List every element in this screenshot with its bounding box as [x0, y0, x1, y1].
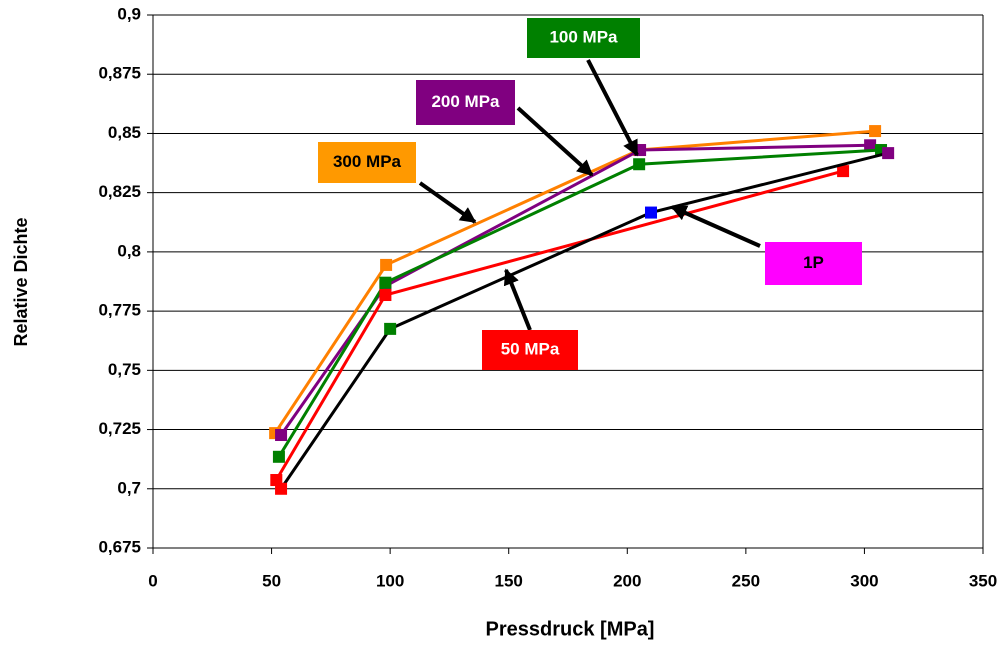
x-tick-label: 300 [850, 571, 878, 590]
y-tick-label: 0,9 [117, 4, 141, 23]
legend-label: 300 MPa [333, 152, 402, 171]
point [379, 289, 392, 302]
x-tick-label: 0 [148, 571, 157, 590]
annotation-arrow [418, 181, 477, 224]
legend-box [482, 330, 578, 370]
y-tick-label: 0,775 [98, 301, 141, 320]
series-line [279, 151, 889, 490]
x-tick-label: 50 [262, 571, 281, 590]
point [837, 165, 850, 178]
annotation-arrow [503, 268, 532, 331]
annotation-arrow [516, 106, 594, 177]
legend-label: 200 MPa [431, 92, 500, 111]
point [645, 206, 657, 219]
point [380, 258, 393, 271]
x-tick-label: 150 [495, 571, 523, 590]
legend-label: 1P [803, 253, 824, 272]
y-tick-label: 0,875 [98, 64, 141, 83]
y-tick-label: 0,85 [108, 123, 141, 142]
legend-box [416, 80, 515, 125]
series-line [273, 129, 876, 434]
point [869, 125, 882, 138]
legend-box [765, 242, 862, 285]
point [864, 139, 877, 152]
x-tick-label: 350 [969, 571, 997, 590]
point [384, 322, 397, 335]
y-tick-label: 0,75 [108, 360, 141, 379]
annotation-arrow [586, 59, 639, 157]
point [275, 429, 288, 442]
annotation-arrow [670, 205, 761, 248]
point [275, 482, 288, 495]
x-tick-label: 250 [732, 571, 760, 590]
series-line [275, 169, 844, 481]
legend-box [527, 18, 640, 58]
x-tick-label: 200 [613, 571, 641, 590]
x-axis-title: Pressdruck [MPa] [486, 618, 655, 640]
series-line [279, 143, 871, 436]
y-tick-label: 0,7 [117, 478, 141, 497]
x-tick-label: 100 [376, 571, 404, 590]
point [272, 450, 285, 463]
legend-box [318, 142, 416, 183]
y-tick-label: 0,825 [98, 182, 141, 201]
point [379, 276, 392, 289]
y-tick-label: 0,725 [98, 419, 141, 438]
point [633, 158, 646, 171]
point [882, 147, 895, 160]
legend-label: 100 MPa [549, 27, 618, 46]
legend-label: 50 MPa [501, 339, 560, 358]
y-tick-label: 0,675 [98, 537, 141, 556]
y-tick-label: 0,8 [117, 241, 141, 260]
y-axis-title: Relative Dichte [11, 217, 31, 346]
series-line [277, 148, 882, 458]
